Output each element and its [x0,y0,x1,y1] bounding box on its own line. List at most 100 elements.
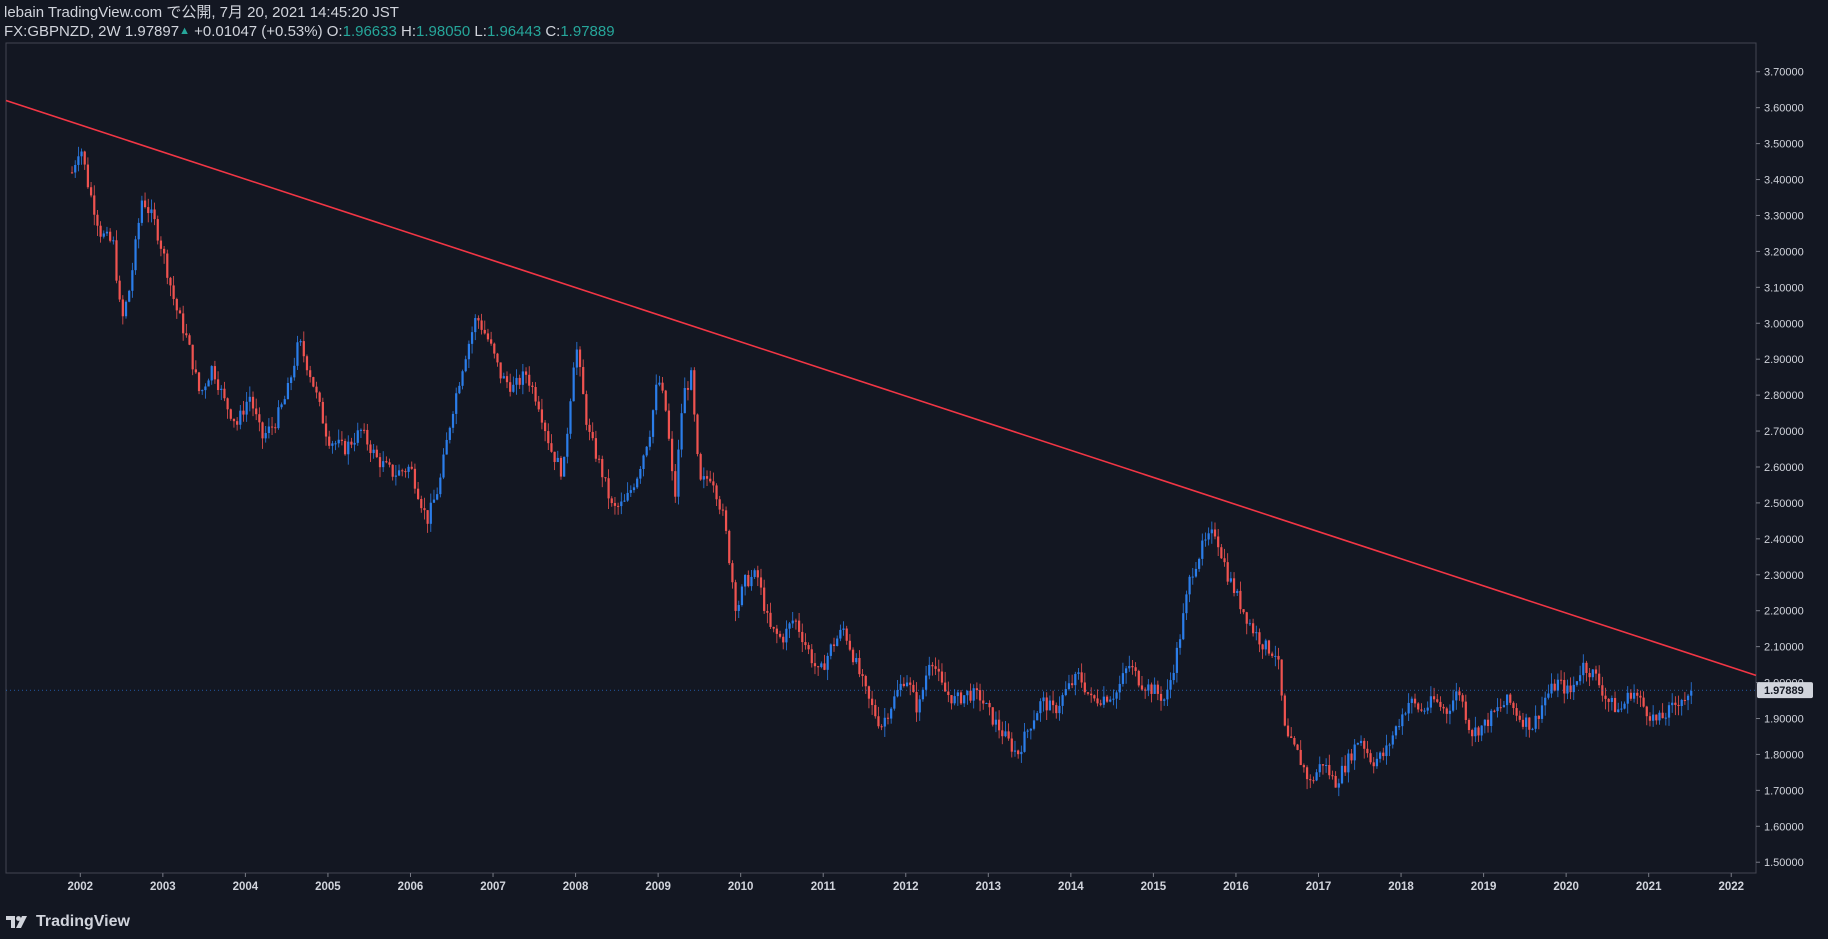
candle-body [1385,745,1388,757]
candle-body [461,371,464,386]
candle-body [1604,695,1607,699]
candle-body [1045,697,1048,711]
candle-body [705,476,709,479]
candle-body [191,344,194,370]
candle-body [1607,698,1610,702]
candle-body [731,563,734,583]
candle-body [823,663,826,670]
candle-body [1013,750,1017,752]
candle-body [585,394,588,425]
candle-body [524,371,528,375]
candle-body [953,696,956,704]
candle-body [880,726,883,728]
candle-body [1458,691,1461,696]
candle-body [397,470,401,476]
candle-body [1534,715,1537,729]
candle-body [991,707,994,725]
candle-body [499,362,502,379]
candle-body [1578,675,1582,682]
candle-body [893,696,896,709]
candle-body [1569,685,1572,693]
candle-body [1369,753,1372,763]
candle-body [401,470,404,472]
candle-body [950,695,953,704]
candle-body [245,401,248,415]
candle-body [372,449,375,454]
candle-body [626,492,629,501]
candle-body [131,270,134,291]
candle-body [785,628,788,643]
candle-body [528,374,531,386]
candle-body [1521,719,1525,727]
candle-body [1010,738,1013,752]
y-tick-label: 3.30000 [1764,210,1804,222]
y-axis-ticks: 1.500001.600001.700001.800001.900002.000… [1756,67,1804,869]
candle-body [934,666,937,669]
candle-body [874,705,877,717]
candle-body [1334,775,1337,788]
open-label: O: [326,23,343,40]
candle-body [1420,709,1423,711]
candle-body [1194,568,1198,577]
candle-body [309,370,312,378]
candle-body [629,490,632,493]
candle-body [915,692,918,713]
x-tick-label: 2012 [893,881,919,893]
x-tick-label: 2021 [1636,881,1662,893]
candle-body [563,456,566,477]
candle-body [1426,707,1429,711]
candle-body [328,436,331,446]
candle-body [423,508,426,511]
candle-body [124,301,128,317]
candle-body [1264,640,1267,650]
candle-body [1255,632,1258,634]
candle-body [1347,753,1350,773]
candle-body [1375,758,1379,767]
candle-body [1467,719,1471,731]
candle-body [502,376,505,379]
candle-body [1188,576,1191,595]
candle-body [1204,539,1207,541]
candle-body [791,620,794,624]
candle-body [204,386,207,391]
candle-body [1121,673,1125,684]
candle-body [442,454,445,478]
candle-body [134,239,137,271]
candle-body [1559,679,1563,681]
candle-body [1067,683,1071,690]
candle-body [448,427,451,440]
candle-body [223,388,226,399]
symbol-label[interactable]: FX:GBPNZD, 2W [4,23,121,40]
candle-body [490,339,493,344]
candle-body [1321,764,1325,766]
candle-body [909,682,912,685]
candle-body [769,612,772,627]
candle-body [1566,685,1569,694]
candle-body [712,481,715,486]
footer-logo[interactable]: TradingView [6,913,130,931]
candle-body [407,466,410,472]
candle-body [997,719,1001,731]
candle-body [890,708,893,719]
price-change: +0.01047 (+0.53%) [194,23,323,40]
candle-body [1490,710,1493,727]
candle-body [1163,699,1166,701]
candle-body [944,682,947,692]
candle-body [1382,752,1385,757]
candle-body [1398,726,1401,728]
candle-body [642,455,645,469]
candle-body [594,438,598,459]
candle-body [972,688,975,701]
candle-body [988,702,991,708]
candle-body [102,233,105,237]
trendline[interactable] [5,99,1757,677]
candle-body [1112,698,1115,700]
candle-body [1274,655,1277,657]
candle-body [753,570,756,577]
candle-body [1350,753,1353,761]
candle-body [575,349,578,368]
candle-body [1023,731,1026,752]
candle-body [213,366,217,380]
candle-body [1159,693,1163,701]
